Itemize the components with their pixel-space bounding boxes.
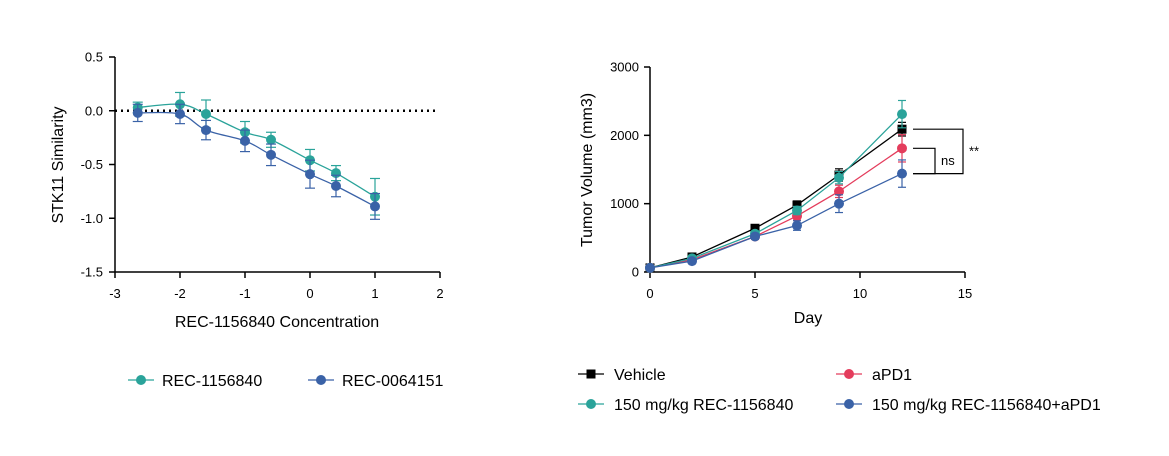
series-2	[132, 103, 380, 220]
data-point	[266, 134, 276, 145]
x-tick-label: 2	[436, 286, 443, 301]
data-point	[331, 181, 341, 191]
data-point	[687, 256, 697, 267]
legend-marker	[586, 399, 596, 409]
data-point	[370, 201, 380, 212]
legend-label: 150 mg/kg REC-1156840+aPD1	[872, 397, 1101, 414]
legend-marker	[586, 369, 596, 379]
x-tick-label: 0	[306, 286, 313, 301]
legend-marker	[844, 369, 854, 379]
data-point	[834, 172, 844, 183]
x-tick-label: 0	[646, 286, 653, 301]
data-point	[266, 149, 276, 160]
y-axis-title: STK11 Similarity	[50, 106, 67, 223]
similarity-chart: -3 -2 -1 0 1 2 0.5 0.0 -0.5 -1.0 -1.5 REC-1156840 …	[50, 50, 444, 391]
series-1	[645, 121, 907, 273]
legend-marker	[844, 399, 854, 409]
sig-label-double-star: **	[969, 143, 979, 158]
data-point	[897, 143, 907, 154]
fit-curve	[137, 111, 376, 208]
x-tick-label: -1	[239, 286, 251, 301]
y-tick-label: 0.0	[85, 103, 103, 118]
data-point	[750, 223, 760, 233]
data-point	[897, 168, 907, 179]
data-point	[792, 200, 802, 210]
legend-label: REC-1156840	[162, 373, 262, 390]
y-tick-label: 3000	[610, 60, 639, 75]
x-tick-label: 15	[958, 286, 972, 301]
legend: REC-1156840 REC-0064151	[128, 373, 444, 390]
tumor-volume-chart: 0 5 10 15 3000 2000 1000 0 ns ** Day Tumor Volum…	[578, 60, 1101, 414]
data-point	[305, 169, 315, 180]
data-point	[897, 124, 907, 134]
data-point	[201, 108, 211, 119]
y-tick-label: -1.0	[81, 211, 103, 226]
sig-label-ns: ns	[941, 153, 955, 168]
series-line	[649, 147, 903, 269]
legend-marker	[316, 375, 326, 385]
data-point	[834, 198, 844, 209]
data-point	[792, 220, 802, 231]
legend-label: Vehicle	[614, 367, 666, 384]
bracket-double-star	[913, 128, 964, 175]
y-tick-label: 2000	[610, 128, 639, 143]
legend-marker	[136, 375, 146, 385]
x-axis-title: Day	[794, 310, 822, 327]
data-point	[175, 108, 185, 119]
x-tick-label: 10	[853, 286, 867, 301]
series-line	[649, 173, 903, 269]
y-tick-label: -1.5	[81, 265, 103, 280]
legend-label: REC-0064151	[342, 373, 444, 390]
series-3	[645, 99, 907, 273]
data-point	[897, 109, 907, 120]
data-point	[645, 262, 655, 273]
series-line	[649, 113, 903, 269]
legend: Vehicle aPD1 150 mg/kg REC-1156840 150 mg/k…	[578, 367, 1101, 414]
x-tick-label: -2	[174, 286, 186, 301]
series-4	[645, 159, 907, 273]
legend-label: aPD1	[872, 367, 912, 384]
x-tick-label: 1	[371, 286, 378, 301]
data-point	[132, 107, 143, 118]
series-2	[645, 134, 907, 273]
data-point	[834, 186, 844, 197]
series-line	[649, 128, 903, 269]
significance-brackets: ns **	[913, 128, 979, 175]
y-tick-label: -0.5	[81, 157, 103, 172]
x-axis-title: REC-1156840 Concentration	[175, 314, 379, 331]
data-point	[201, 125, 211, 136]
legend-label: 150 mg/kg REC-1156840	[614, 397, 793, 414]
y-tick-label: 1000	[610, 196, 639, 211]
bracket-ns	[913, 147, 936, 175]
y-axis-title: Tumor Volume (mm3)	[579, 93, 596, 247]
data-point	[240, 135, 250, 146]
x-tick-label: 5	[751, 286, 758, 301]
data-point	[792, 205, 802, 216]
y-tick-label: 0.5	[85, 50, 103, 65]
y-tick-label: 0	[632, 265, 639, 280]
data-point	[750, 231, 760, 242]
x-tick-label: -3	[109, 286, 121, 301]
